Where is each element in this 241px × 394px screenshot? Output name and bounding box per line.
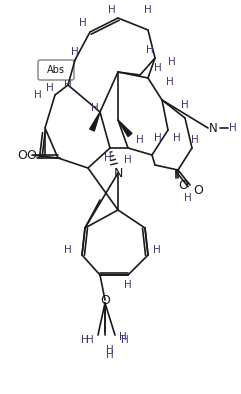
Text: H: H	[71, 47, 79, 57]
Text: H: H	[168, 57, 176, 67]
Text: H: H	[46, 83, 54, 93]
Text: H: H	[34, 90, 42, 100]
Text: H: H	[64, 80, 72, 90]
Text: O: O	[100, 294, 110, 307]
Text: H: H	[184, 193, 192, 203]
Text: H: H	[121, 335, 129, 345]
Text: O: O	[26, 149, 36, 162]
Text: H: H	[229, 123, 237, 133]
Text: O: O	[178, 178, 188, 191]
Text: H: H	[181, 100, 189, 110]
Text: H: H	[104, 153, 112, 163]
Text: H: H	[146, 45, 154, 55]
Text: H: H	[91, 103, 99, 113]
Text: H: H	[136, 135, 144, 145]
Text: H: H	[153, 245, 161, 255]
Polygon shape	[118, 120, 132, 137]
Text: O: O	[193, 184, 203, 197]
Text: H: H	[124, 280, 132, 290]
Text: H: H	[86, 335, 94, 345]
Text: Abs: Abs	[47, 65, 65, 75]
Polygon shape	[90, 112, 100, 131]
Text: H: H	[191, 135, 199, 145]
Text: H: H	[108, 5, 116, 15]
Text: H: H	[64, 245, 72, 255]
Text: H: H	[106, 350, 114, 360]
Text: H: H	[79, 18, 87, 28]
Text: H: H	[106, 345, 114, 355]
Text: N: N	[113, 167, 123, 180]
Text: H: H	[166, 77, 174, 87]
Text: O: O	[17, 149, 27, 162]
Text: H: H	[124, 155, 132, 165]
FancyBboxPatch shape	[38, 60, 74, 80]
Text: H: H	[119, 332, 127, 342]
Text: H: H	[154, 133, 162, 143]
Text: H: H	[81, 335, 89, 345]
Text: H: H	[154, 63, 162, 73]
Text: H: H	[173, 133, 181, 143]
Text: H: H	[144, 5, 152, 15]
Text: N: N	[209, 121, 217, 134]
